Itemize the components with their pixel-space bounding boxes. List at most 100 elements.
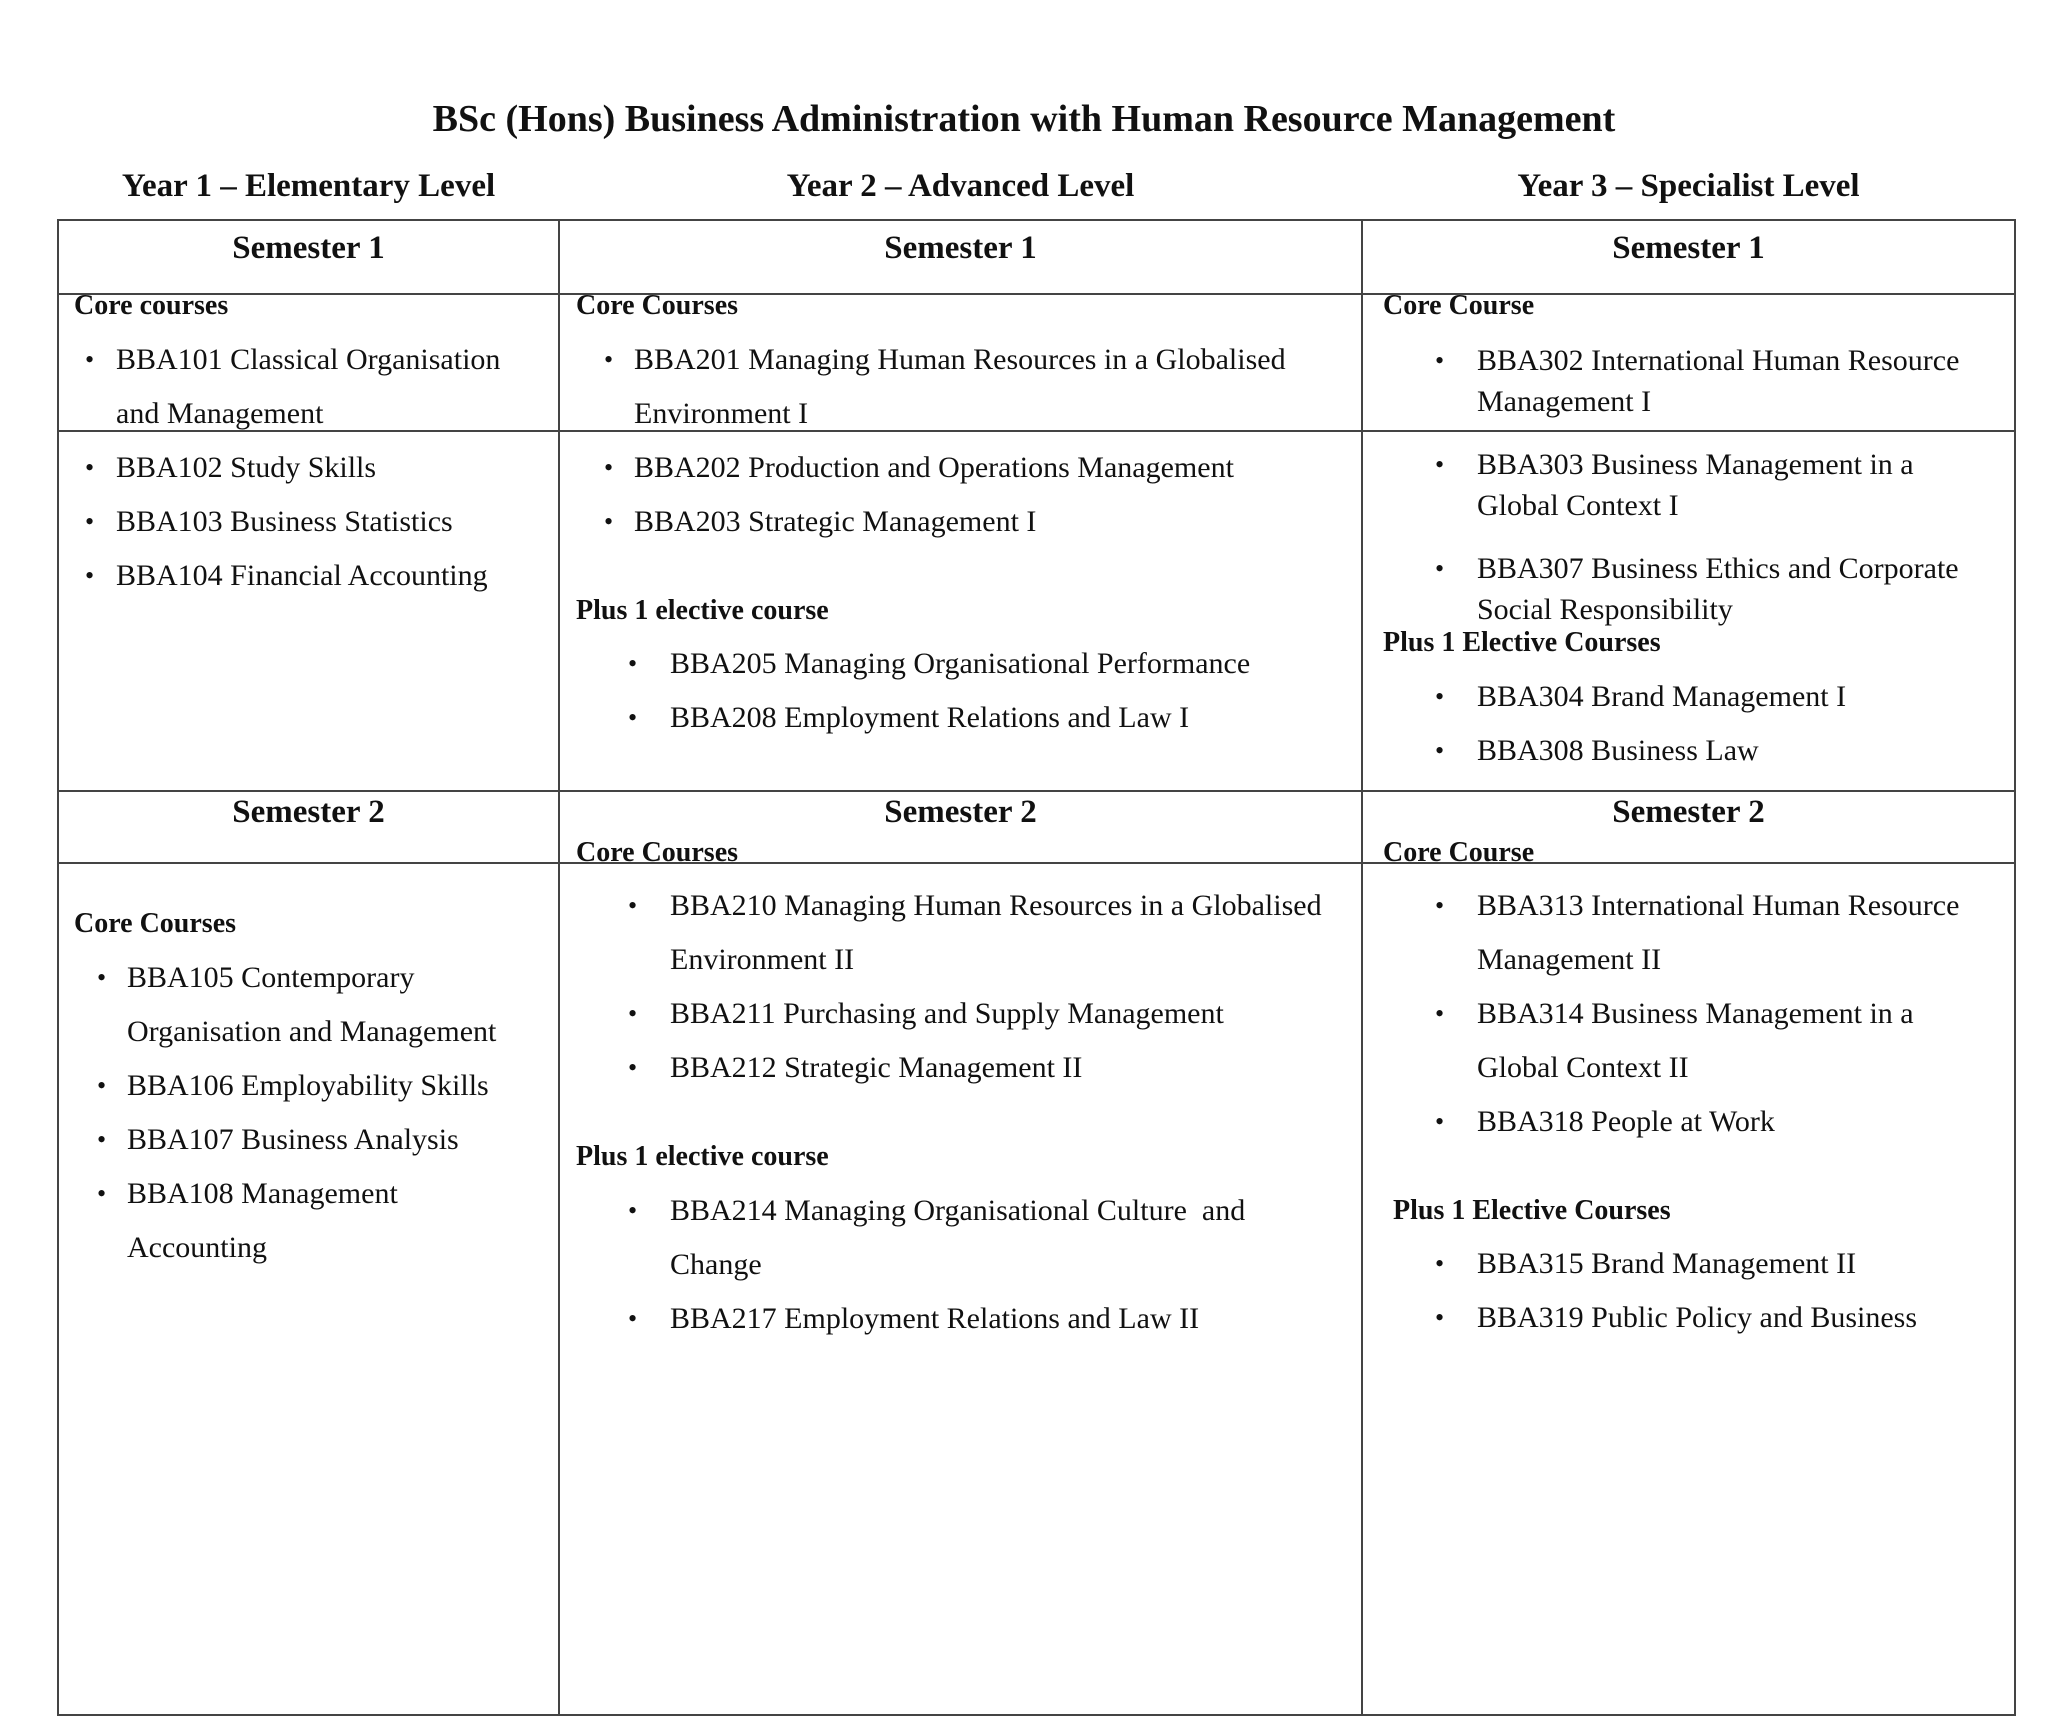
bullet-icon: •	[628, 649, 638, 678]
course-item: • BBA210 Managing Human Resources in a Gl…	[628, 879, 1322, 987]
course-list: • BBA315 Brand Management II • BBA319 Publi…	[1435, 1237, 1917, 1345]
bullet-icon: •	[97, 1179, 107, 1208]
course-name: BBA307 Business Ethics and Corporate Soc…	[1477, 551, 1959, 626]
row-divider	[57, 790, 2016, 792]
course-name: BBA211 Purchasing and Supply Management	[670, 997, 1224, 1030]
course-item: • BBA315 Brand Management II	[1435, 1237, 1917, 1291]
course-name: BBA103 Business Statistics	[116, 505, 453, 538]
year-3-semester-1-header: Semester 1	[1612, 230, 1765, 266]
course-item: • BBA217 Employment Relations and Law II	[628, 1292, 1245, 1346]
course-item: • BBA202 Production and Operations Manage…	[604, 441, 1286, 495]
course-item: • BBA214 Managing Organisational Culture …	[628, 1184, 1245, 1292]
bullet-icon: •	[85, 561, 95, 590]
bullet-icon: •	[628, 1053, 638, 1082]
year-3-semester-2-header: Semester 2	[1612, 794, 1765, 830]
bullet-icon: •	[604, 507, 614, 536]
section-heading: Core Course	[1383, 837, 1535, 868]
course-item: • BBA102 Study Skills	[85, 441, 500, 495]
course-name: BBA304 Brand Management I	[1477, 680, 1847, 713]
year-2-header: Year 2 – Advanced Level	[786, 168, 1135, 204]
course-name: BBA212 Strategic Management II	[670, 1051, 1083, 1084]
bullet-icon: •	[604, 453, 614, 482]
course-name: BBA104 Financial Accounting	[116, 559, 488, 592]
course-item: • BBA308 Business Law	[1435, 724, 1846, 778]
course-name: BBA210 Managing Human Resources in a Glo…	[670, 889, 1322, 976]
course-list: • BBA313 International Human Resource Man…	[1435, 879, 1959, 1149]
course-name: BBA202 Production and Operations Managem…	[634, 451, 1234, 484]
column-divider	[558, 219, 560, 1716]
section-heading: Plus 1 Elective Courses	[1393, 1195, 1671, 1226]
course-name: BBA319 Public Policy and Business	[1477, 1301, 1918, 1334]
year-2-semester-2-header: Semester 2	[884, 794, 1037, 830]
year-3-header: Year 3 – Specialist Level	[1517, 168, 1860, 204]
table-border-top	[57, 219, 2016, 221]
course-name: BBA101 Classical Organisation and Manage…	[116, 343, 501, 430]
course-name: BBA105 Contemporary Organisation and Man…	[127, 961, 497, 1048]
course-list: • BBA302 International Human Resource Man…	[1435, 340, 1959, 630]
course-item: • BBA203 Strategic Management I	[604, 495, 1286, 549]
course-item: • BBA201 Managing Human Resources in a Gl…	[604, 333, 1286, 441]
course-name: BBA314 Business Management in a Global C…	[1477, 997, 1914, 1084]
course-item: • BBA106 Employability Skills	[97, 1059, 496, 1113]
year-1-header: Year 1 – Elementary Level	[121, 168, 496, 204]
course-list: • BBA210 Managing Human Resources in a Gl…	[628, 879, 1322, 1095]
section-heading: Core courses	[74, 290, 229, 321]
year-2-semester-1-header: Semester 1	[884, 230, 1037, 266]
course-name: BBA102 Study Skills	[116, 451, 377, 484]
section-heading: Plus 1 elective course	[576, 595, 829, 626]
course-item: • BBA104 Financial Accounting	[85, 549, 500, 603]
bullet-icon: •	[628, 1304, 638, 1333]
course-item: • BBA103 Business Statistics	[85, 495, 500, 549]
bullet-icon: •	[1435, 1303, 1445, 1332]
course-name: BBA201 Managing Human Resources in a Glo…	[634, 343, 1286, 430]
bullet-icon: •	[1435, 449, 1445, 479]
bullet-icon: •	[1435, 1249, 1445, 1278]
bullet-icon: •	[97, 1071, 107, 1100]
course-list: • BBA304 Brand Management I • BBA308 Busine…	[1435, 670, 1846, 778]
course-item: • BBA302 International Human Resource Man…	[1435, 340, 1959, 422]
bullet-icon: •	[604, 345, 614, 374]
bullet-icon: •	[97, 1125, 107, 1154]
course-name: BBA205 Managing Organisational Performan…	[670, 647, 1251, 680]
bullet-icon: •	[628, 703, 638, 732]
course-item: • BBA313 International Human Resource Man…	[1435, 879, 1959, 987]
bullet-icon: •	[85, 345, 95, 374]
course-name: BBA107 Business Analysis	[127, 1123, 459, 1156]
course-name: BBA315 Brand Management II	[1477, 1247, 1857, 1280]
bullet-icon: •	[85, 453, 95, 482]
course-item: • BBA314 Business Management in a Global …	[1435, 987, 1959, 1095]
course-item: • BBA211 Purchasing and Supply Management	[628, 987, 1322, 1041]
row-divider	[57, 430, 2016, 432]
course-list: • BBA201 Managing Human Resources in a Gl…	[604, 333, 1286, 549]
course-name: BBA318 People at Work	[1477, 1105, 1775, 1138]
section-heading: Core Courses	[576, 837, 739, 868]
course-item: • BBA101 Classical Organisation and Manag…	[85, 333, 500, 441]
course-item: • BBA107 Business Analysis	[97, 1113, 496, 1167]
page-title: BSc (Hons) Business Administration with …	[432, 98, 1616, 140]
course-name: BBA302 International Human Resource Mana…	[1477, 343, 1960, 418]
bullet-icon: •	[628, 999, 638, 1028]
section-heading: Core Course	[1383, 290, 1535, 321]
course-name: BBA203 Strategic Management I	[634, 505, 1037, 538]
course-name: BBA208 Employment Relations and Law I	[670, 701, 1190, 734]
section-heading: Core Courses	[576, 290, 739, 321]
course-item: • BBA307 Business Ethics and Corporate So…	[1435, 548, 1959, 630]
course-item: • BBA205 Managing Organisational Performa…	[628, 637, 1250, 691]
bullet-icon: •	[1435, 345, 1445, 375]
bullet-icon: •	[1435, 891, 1445, 920]
section-heading: Plus 1 elective course	[576, 1141, 829, 1172]
course-item: • BBA208 Employment Relations and Law I	[628, 691, 1250, 745]
section-heading: Plus 1 Elective Courses	[1383, 627, 1661, 658]
course-name: BBA108 Management Accounting	[127, 1177, 398, 1264]
course-item: • BBA318 People at Work	[1435, 1095, 1959, 1149]
bullet-icon: •	[85, 507, 95, 536]
course-item: • BBA304 Brand Management I	[1435, 670, 1846, 724]
course-list: • BBA214 Managing Organisational Culture …	[628, 1184, 1245, 1346]
bullet-icon: •	[1435, 999, 1445, 1028]
table-border-right	[2014, 219, 2016, 1716]
course-name: BBA217 Employment Relations and Law II	[670, 1302, 1200, 1335]
course-item: • BBA105 Contemporary Organisation and Ma…	[97, 951, 496, 1059]
year-1-semester-1-header: Semester 1	[232, 230, 385, 266]
year-1-semester-2-header: Semester 2	[232, 794, 385, 830]
course-name: BBA308 Business Law	[1477, 734, 1759, 767]
